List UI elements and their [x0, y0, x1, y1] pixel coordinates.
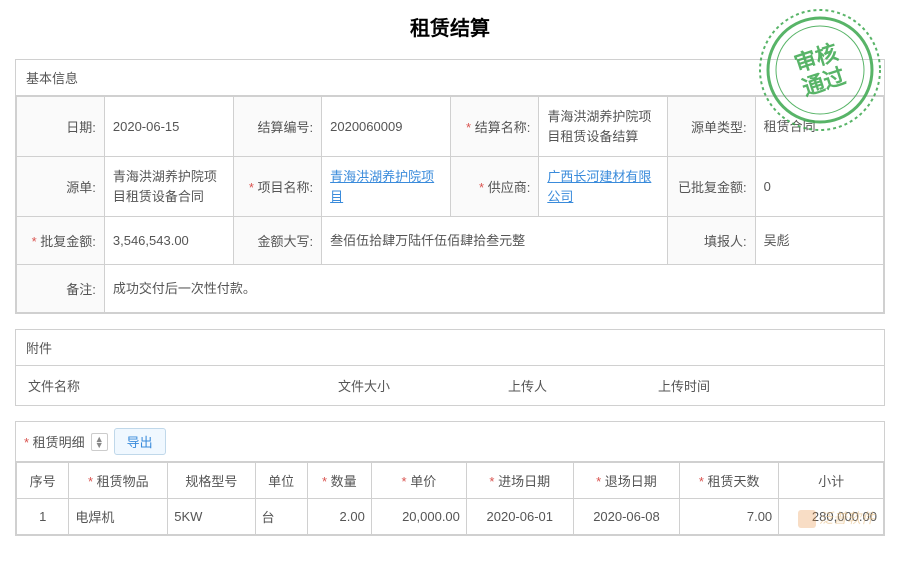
export-button[interactable]: 导出	[114, 428, 166, 455]
attachments-header: 文件名称 文件大小 上传人 上传时间	[16, 366, 884, 405]
col-outdate: * 退场日期	[573, 463, 680, 499]
cell-days: 7.00	[680, 499, 779, 535]
label-project: 项目名称:	[234, 157, 322, 217]
detail-row: 1 电焊机 5KW 台 2.00 20,000.00 2020-06-01 20…	[17, 499, 884, 535]
value-amount-cn: 叁佰伍拾肆万陆仟伍佰肆拾叁元整	[322, 217, 668, 265]
attach-col-filename: 文件名称	[16, 366, 326, 405]
col-indate: * 进场日期	[466, 463, 573, 499]
attachments-section: 附件 文件名称 文件大小 上传人 上传时间	[15, 329, 885, 406]
label-settle-no: 结算编号:	[234, 97, 322, 157]
label-amount-cn: 金额大写:	[234, 217, 322, 265]
label-approved-amt: 已批复金额:	[667, 157, 755, 217]
col-price: * 单价	[371, 463, 466, 499]
cell-unit: 台	[255, 499, 307, 535]
attach-col-uploadtime: 上传时间	[646, 366, 846, 405]
sort-button[interactable]: ▲ ▼	[91, 433, 108, 451]
label-source: 源单:	[17, 157, 105, 217]
col-days: * 租赁天数	[680, 463, 779, 499]
value-project: 青海洪湖养护院项目	[322, 157, 451, 217]
value-approve-amt: 3,546,543.00	[104, 217, 233, 265]
value-settle-no: 2020060009	[322, 97, 451, 157]
cell-seq: 1	[17, 499, 69, 535]
cell-spec: 5KW	[168, 499, 255, 535]
detail-title: * 租赁明细	[24, 432, 85, 451]
basic-info-table: 日期: 2020-06-15 结算编号: 2020060009 结算名称: 青海…	[16, 96, 884, 313]
value-date: 2020-06-15	[104, 97, 233, 157]
sort-down-icon: ▼	[95, 442, 104, 448]
label-source-type: 源单类型:	[667, 97, 755, 157]
col-unit: 单位	[255, 463, 307, 499]
col-spec: 规格型号	[168, 463, 255, 499]
cell-item: 电焊机	[69, 499, 168, 535]
basic-info-section: 基本信息 日期: 2020-06-15 结算编号: 2020060009 结算名…	[15, 59, 885, 314]
value-reporter: 吴彪	[755, 217, 883, 265]
label-settle-name: 结算名称:	[451, 97, 539, 157]
project-link[interactable]: 青海洪湖养护院项目	[330, 169, 434, 204]
attach-col-uploader: 上传人	[496, 366, 646, 405]
table-row: 源单: 青海洪湖养护院项目租赁设备合同 项目名称: 青海洪湖养护院项目 供应商:…	[17, 157, 884, 217]
value-remark: 成功交付后一次性付款。	[104, 265, 883, 313]
value-approved-amt: 0	[755, 157, 883, 217]
table-row: 备注: 成功交付后一次性付款。	[17, 265, 884, 313]
cell-price: 20,000.00	[371, 499, 466, 535]
page-title: 租赁结算	[0, 0, 900, 59]
supplier-link[interactable]: 广西长河建材有限公司	[547, 169, 651, 204]
label-date: 日期:	[17, 97, 105, 157]
table-row: 日期: 2020-06-15 结算编号: 2020060009 结算名称: 青海…	[17, 97, 884, 157]
col-subtotal: 小计	[779, 463, 884, 499]
value-settle-name: 青海洪湖养护院项目租赁设备结算	[539, 97, 667, 157]
cell-qty: 2.00	[307, 499, 371, 535]
label-supplier: 供应商:	[451, 157, 539, 217]
detail-table: 序号 * 租赁物品 规格型号 单位 * 数量 * 单价 * 进场日期 * 退场日…	[16, 462, 884, 535]
cell-subtotal: 280,000.00	[779, 499, 884, 535]
detail-section: * 租赁明细 ▲ ▼ 导出 序号 * 租赁物品 规格型号 单位 * 数量 * 单…	[15, 421, 885, 536]
value-supplier: 广西长河建材有限公司	[539, 157, 667, 217]
value-source: 青海洪湖养护院项目租赁设备合同	[104, 157, 233, 217]
value-source-type: 租赁合同	[755, 97, 883, 157]
cell-indate: 2020-06-01	[466, 499, 573, 535]
label-approve-amt: 批复金额:	[17, 217, 105, 265]
detail-header: * 租赁明细 ▲ ▼ 导出	[16, 422, 884, 462]
col-item: * 租赁物品	[69, 463, 168, 499]
cell-outdate: 2020-06-08	[573, 499, 680, 535]
attachments-title: 附件	[16, 330, 884, 366]
table-row: 批复金额: 3,546,543.00 金额大写: 叁佰伍拾肆万陆仟伍佰肆拾叁元整…	[17, 217, 884, 265]
label-remark: 备注:	[17, 265, 105, 313]
label-reporter: 填报人:	[667, 217, 755, 265]
basic-info-title: 基本信息	[16, 60, 884, 96]
attach-col-filesize: 文件大小	[326, 366, 496, 405]
col-qty: * 数量	[307, 463, 371, 499]
detail-header-row: 序号 * 租赁物品 规格型号 单位 * 数量 * 单价 * 进场日期 * 退场日…	[17, 463, 884, 499]
col-seq: 序号	[17, 463, 69, 499]
